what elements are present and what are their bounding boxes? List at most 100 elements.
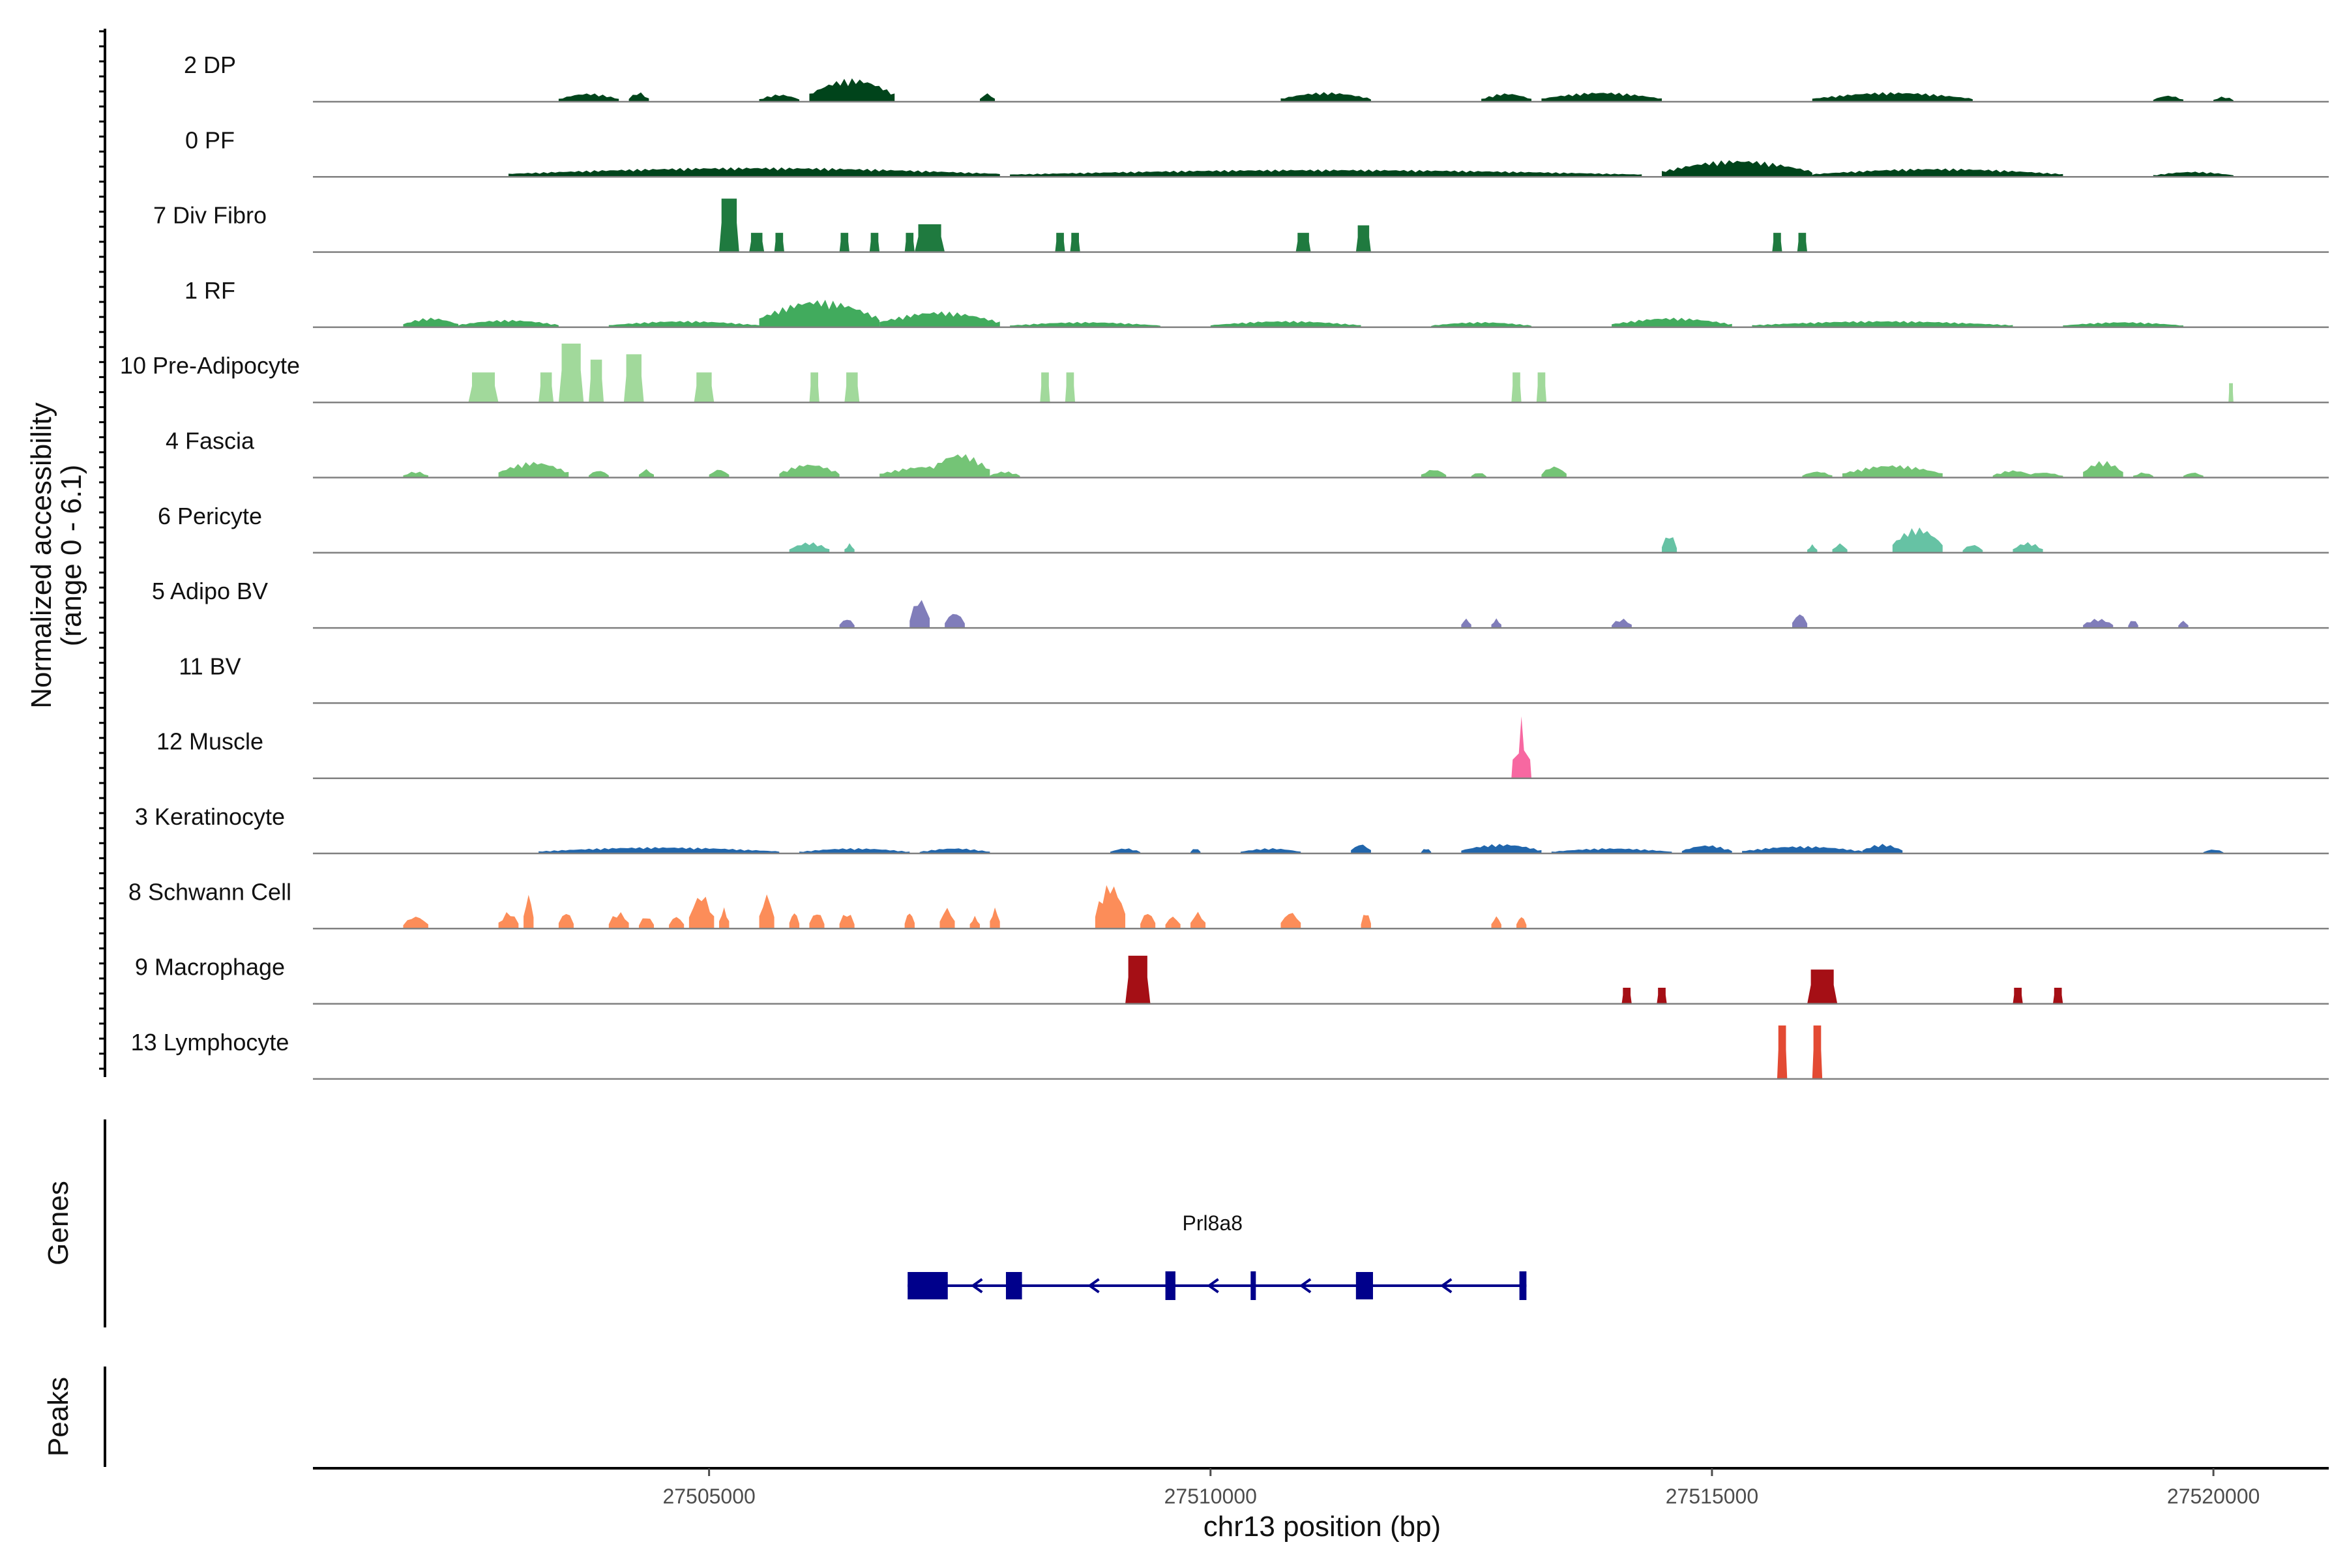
coverage-peak xyxy=(1295,233,1311,252)
coverage-peak xyxy=(1065,372,1076,403)
strand-arrow xyxy=(1087,1278,1100,1294)
coverage-peak xyxy=(1797,233,1808,252)
coverage-peak xyxy=(904,233,915,252)
gene-exon xyxy=(1005,1272,1022,1299)
track-8-schwann-cell: 8 Schwann Cell xyxy=(128,878,2329,930)
coverage-peak xyxy=(1807,969,1838,1004)
coverage-peak xyxy=(623,354,644,403)
coverage-peak xyxy=(1516,917,1527,929)
track-label: 2 DP xyxy=(184,52,236,78)
coverage-peak xyxy=(1461,844,1542,853)
coverage-peak xyxy=(1511,372,1522,403)
coverage-peak xyxy=(2013,542,2043,553)
coverage-peak xyxy=(1662,537,1677,553)
track-5-adipo-bv: 5 Adipo BV xyxy=(152,578,2329,629)
coverage-peak xyxy=(1461,618,1471,629)
x-tick-label: 27520000 xyxy=(2167,1485,2260,1508)
tracks-panel: 2 DP 0 PF 7 Div Fibro 1 RF 10 Pre-Adipocyte 4… xyxy=(120,52,2329,1080)
strand-arrow xyxy=(1439,1278,1453,1294)
coverage-peak xyxy=(2183,472,2204,478)
track-label: 13 Lymphocyte xyxy=(131,1029,289,1056)
coverage-peak xyxy=(403,318,459,327)
track-1-rf: 1 RF xyxy=(185,277,2329,329)
track-label: 9 Macrophage xyxy=(135,954,285,981)
coverage-peak xyxy=(558,913,574,929)
ylabel-line-1: Normalized accessibility xyxy=(25,402,57,708)
coverage-peak xyxy=(1842,465,1943,478)
coverage-peak xyxy=(1240,848,1301,853)
coverage-peak xyxy=(498,912,519,929)
coverage-peak xyxy=(2153,171,2234,177)
coverage-peak xyxy=(524,895,534,929)
coverage-peak xyxy=(909,600,930,629)
coverage-peak xyxy=(539,847,780,853)
track-13-lymphocyte: 13 Lymphocyte xyxy=(131,1025,2329,1080)
genes-panel-label: Genes xyxy=(42,1181,74,1265)
coverage-peak xyxy=(403,916,428,929)
coverage-peak xyxy=(779,464,840,478)
track-6-pericyte: 6 Pericyte xyxy=(158,503,2329,554)
coverage-peak xyxy=(1110,848,1141,853)
coverage-peak xyxy=(1511,716,1532,778)
coverage-peak xyxy=(2063,322,2183,327)
x-tick-label: 27505000 xyxy=(662,1485,755,1508)
track-11-bv: 11 BV xyxy=(179,653,2329,704)
coverage-peak xyxy=(1862,844,1903,853)
coverage-peak xyxy=(1165,916,1181,929)
coverage-peak xyxy=(1541,466,1567,478)
coverage-peak xyxy=(809,372,819,403)
track-7-div-fibro: 7 Div Fibro xyxy=(153,198,2329,253)
strand-arrow xyxy=(970,1278,983,1294)
track-2-dp: 2 DP xyxy=(184,52,2329,103)
coverage-peak xyxy=(1662,160,1812,177)
coverage-peak xyxy=(939,908,955,929)
coverage-peak xyxy=(1621,988,1632,1004)
coverage-peak xyxy=(608,321,760,327)
coverage-peak xyxy=(2153,95,2183,102)
coverage-peak xyxy=(498,462,569,478)
coverage-peak xyxy=(1657,988,1667,1004)
coverage-peak xyxy=(403,471,428,478)
coverage-peak xyxy=(719,198,739,252)
track-9-macrophage: 9 Macrophage xyxy=(135,954,2329,1005)
track-label: 5 Adipo BV xyxy=(152,578,268,604)
coverage-peak xyxy=(2052,988,2063,1004)
coverage-peak xyxy=(468,372,499,403)
coverage-peak xyxy=(1752,321,2013,327)
coverage-peak xyxy=(1280,92,1371,102)
coverage-peak xyxy=(2083,461,2123,478)
coverage-peak xyxy=(694,372,715,403)
coverage-peak xyxy=(1055,233,1065,252)
track-label: 0 PF xyxy=(185,126,235,153)
coverage-peak xyxy=(1481,93,1532,102)
track-label: 7 Div Fibro xyxy=(153,202,267,229)
coverage-peak xyxy=(774,233,785,252)
coverage-peak xyxy=(904,913,915,929)
coverage-peak xyxy=(1536,372,1547,403)
coverage-peak xyxy=(1812,92,1973,102)
coverage-peak xyxy=(539,372,554,403)
coverage-peak xyxy=(2013,988,2023,1004)
coverage-peak xyxy=(638,918,655,929)
coverage-peak xyxy=(1812,168,2063,177)
coverage-peak xyxy=(2178,621,2189,629)
coverage-peak xyxy=(1010,321,1160,327)
coverage-peak xyxy=(945,614,965,629)
x-axis: 27505000 27510000 27515000 27520000 xyxy=(313,1467,2329,1508)
coverage-peak xyxy=(759,94,800,102)
coverage-peak xyxy=(638,469,655,478)
gene-exon xyxy=(1519,1271,1527,1300)
coverage-peak xyxy=(749,233,765,252)
track-label: 11 BV xyxy=(179,653,241,679)
coverage-peak xyxy=(969,915,980,929)
coverage-peak xyxy=(990,471,1020,478)
coverage-peak xyxy=(844,543,855,553)
coverage-peak xyxy=(1802,471,1833,478)
coverage-peak xyxy=(839,619,855,629)
coverage-peak xyxy=(919,848,990,853)
coverage-peak xyxy=(1742,846,1863,853)
coverage-peak xyxy=(789,542,830,553)
x-axis-title: chr13 position (bp) xyxy=(1203,1511,1441,1543)
coverage-peak xyxy=(1807,544,1818,553)
coverage-peak xyxy=(1551,848,1672,853)
